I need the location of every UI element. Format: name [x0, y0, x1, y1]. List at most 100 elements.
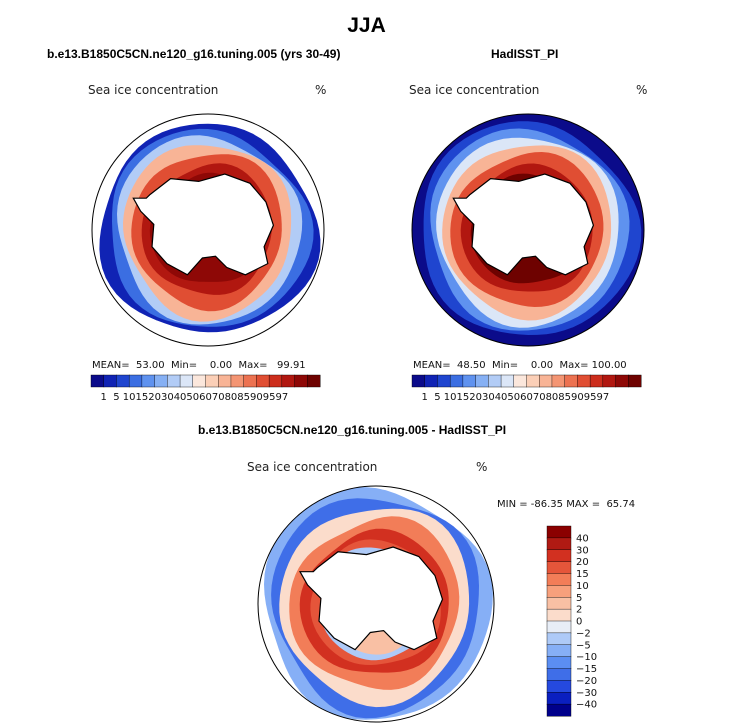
right-stats: MEAN= 48.50 Min= 0.00 Max= 100.00 — [413, 360, 627, 371]
colorbar-cell — [551, 374, 566, 388]
colorbar-tick-label: 20 — [469, 392, 482, 403]
colorbar-cell — [192, 374, 207, 388]
colorbar-cell — [546, 644, 572, 658]
colorbar-tick-label: 10 — [123, 392, 136, 403]
colorbar-cell — [205, 374, 219, 388]
colorbar-tick-label: 40 — [174, 392, 187, 403]
colorbar-cell — [546, 537, 572, 551]
colorbar-cell — [546, 656, 572, 670]
left-polar-map — [91, 113, 325, 347]
colorbar-cell — [449, 374, 464, 388]
colorbar-cell — [546, 597, 572, 610]
colorbar-cell — [546, 561, 572, 575]
colorbar-cell — [424, 374, 438, 388]
colorbar-cell — [90, 374, 105, 388]
colorbar-tick-label: 15 — [136, 392, 149, 403]
colorbar-cell — [230, 374, 245, 388]
left-stats: MEAN= 53.00 Min= 0.00 Max= 99.91 — [92, 360, 306, 371]
colorbar-cell — [141, 374, 156, 388]
colorbar-cell — [294, 374, 308, 388]
colorbar-tick-label: 20 — [576, 557, 589, 568]
diff-units-label: % — [476, 460, 488, 474]
map-boundary — [91, 113, 325, 347]
colorbar-tick-label: 10 — [576, 581, 589, 592]
colorbar-tick-label: 30 — [576, 545, 589, 556]
colorbar-cell — [546, 573, 572, 586]
colorbar-cell — [179, 374, 194, 388]
colorbar-tick-label: 2 — [576, 605, 582, 616]
map-field — [412, 114, 644, 346]
colorbar-tick-label: 70 — [212, 392, 225, 403]
colorbar-tick-label: 50 — [507, 392, 520, 403]
colorbar-cell — [488, 374, 502, 388]
colorbar-cell — [564, 374, 578, 388]
right-colorbar: 1 5 10 15 20 30 40 50 60 70 80 85 90 95 97 — [411, 374, 642, 403]
colorbar-cell — [462, 374, 477, 388]
colorbar-cell — [154, 374, 168, 388]
right-panel-title: HadISST_PI — [491, 47, 559, 61]
colorbar-tick-label: 80 — [225, 392, 238, 403]
colorbar-cell — [546, 668, 572, 681]
colorbar-tick-label: 1 — [422, 392, 428, 403]
diff-stats: MIN = -86.35 MAX = 65.74 — [497, 499, 636, 510]
colorbar-tick-label: 85 — [237, 392, 250, 403]
colorbar-cell — [513, 374, 528, 388]
colorbar-cell — [268, 374, 283, 388]
colorbar-cell — [307, 374, 321, 388]
left-units-label: % — [315, 83, 327, 97]
colorbar-tick-label: 95 — [263, 392, 276, 403]
colorbar-cell — [577, 374, 591, 388]
colorbar-tick-label: 50 — [186, 392, 199, 403]
diff-polar-map — [257, 485, 495, 723]
colorbar-tick-label: 80 — [546, 392, 559, 403]
colorbar-cell — [546, 585, 572, 598]
colorbar-cell — [500, 374, 515, 388]
colorbar-tick-label: −30 — [576, 688, 597, 699]
map-field — [92, 114, 324, 346]
colorbar-cell — [615, 374, 629, 388]
right-units-label: % — [636, 83, 648, 97]
colorbar-tick-label: 20 — [148, 392, 161, 403]
colorbar-cell — [589, 374, 604, 388]
colorbar-tick-label: −20 — [576, 676, 597, 687]
colorbar-cell — [546, 632, 572, 646]
left-panel-title: b.e13.B1850C5CN.ne120_g16.tuning.005 (yr… — [47, 47, 341, 61]
colorbar-tick-label: 5 — [576, 593, 582, 604]
left-variable-label: Sea ice concentration — [88, 83, 219, 97]
colorbar-cell — [546, 692, 572, 705]
colorbar-tick-label: 70 — [533, 392, 546, 403]
colorbar-tick-label: −15 — [576, 664, 597, 675]
colorbar-tick-label: 97 — [596, 392, 609, 403]
colorbar-cell — [546, 620, 572, 634]
colorbar-tick-label: −5 — [576, 640, 591, 651]
colorbar-cell — [546, 549, 572, 563]
colorbar-cell — [167, 374, 181, 388]
colorbar-cell — [103, 374, 117, 388]
colorbar-cell — [116, 374, 130, 388]
colorbar-tick-label: 5 — [434, 392, 440, 403]
map-field — [258, 486, 494, 722]
colorbar-cell — [546, 525, 572, 539]
left-colorbar: 1 5 10 15 20 30 40 50 60 70 80 85 90 95 97 — [90, 374, 321, 403]
colorbar-tick-label: 40 — [495, 392, 508, 403]
colorbar-tick-label: 10 — [444, 392, 457, 403]
colorbar-tick-label: 1 — [101, 392, 107, 403]
colorbar-tick-label: 30 — [161, 392, 174, 403]
map-boundary — [411, 113, 645, 347]
colorbar-cell — [243, 374, 257, 388]
colorbar-tick-label: 95 — [584, 392, 597, 403]
colorbar-tick-label: 0 — [576, 617, 582, 628]
colorbar-cell — [475, 374, 489, 388]
colorbar-tick-label: −40 — [576, 700, 597, 711]
colorbar-cell — [256, 374, 270, 388]
colorbar-cell — [602, 374, 617, 388]
colorbar-tick-label: 5 — [113, 392, 119, 403]
antarctica-landmass — [132, 173, 275, 276]
right-polar-map — [411, 113, 645, 347]
colorbar-cell — [218, 374, 232, 388]
colorbar-tick-label: 85 — [558, 392, 571, 403]
colorbar-cell — [546, 608, 572, 622]
colorbar-tick-label: 60 — [520, 392, 533, 403]
diff-variable-label: Sea ice concentration — [247, 460, 378, 474]
